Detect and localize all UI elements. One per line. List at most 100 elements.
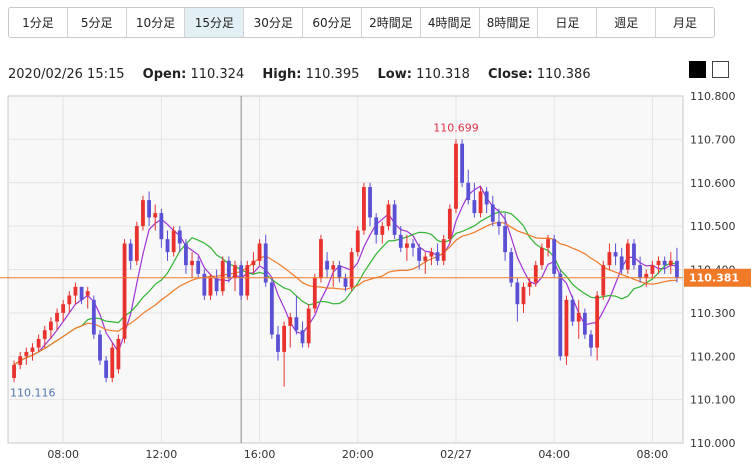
candle-body [417, 247, 422, 261]
candle-body [306, 308, 311, 344]
candle-body [337, 265, 342, 279]
candle-body [619, 256, 624, 270]
candle-body [552, 239, 557, 274]
candle-body [202, 273, 207, 296]
y-tick-label: 110.300 [690, 307, 736, 320]
candle-body [276, 334, 280, 352]
y-tick-label: 110.700 [690, 133, 736, 146]
min-price-label: 110.116 [10, 387, 56, 400]
candle-body [386, 204, 391, 227]
candle-body [662, 260, 667, 266]
candle-body [582, 312, 587, 335]
candle-body [24, 351, 29, 357]
timeframe-tab-11[interactable]: 月足 [655, 8, 714, 37]
candle-body [675, 260, 679, 279]
x-tick-label: 02/27 [440, 448, 472, 461]
candle-body [546, 239, 550, 248]
timeframe-tab-0[interactable]: 1分足 [9, 8, 67, 37]
candle-body [245, 265, 250, 296]
candle-body [343, 278, 348, 287]
candle-body [632, 243, 636, 266]
timeframe-tab-8[interactable]: 8時間足 [478, 8, 538, 37]
timeframe-tab-1[interactable]: 5分足 [66, 8, 126, 37]
candle-body [595, 295, 600, 348]
candle-body [521, 286, 526, 305]
timeframe-tab-5[interactable]: 60分足 [302, 8, 361, 37]
open-label: Open: [142, 67, 187, 82]
x-tick-label: 08:00 [637, 448, 669, 461]
x-tick-label: 12:00 [146, 448, 178, 461]
candle-body [147, 200, 151, 218]
x-tick-label: 04:00 [538, 448, 570, 461]
candle-body [294, 317, 299, 331]
light-theme-button[interactable] [712, 61, 729, 78]
candle-body [441, 239, 446, 261]
candle-body [564, 299, 569, 357]
candle-body [404, 243, 409, 248]
candle-body [30, 347, 35, 352]
timeframe-tab-6[interactable]: 2時間足 [360, 8, 420, 37]
candle-body [607, 252, 612, 266]
candle-body [269, 282, 274, 335]
candle-body [134, 226, 139, 261]
candle-body [61, 304, 66, 313]
timeframe-tab-2[interactable]: 10分足 [125, 8, 185, 37]
candle-body [398, 234, 403, 248]
ohlc-datetime: 2020/02/26 15:15 [8, 67, 125, 82]
current-price-badge [684, 268, 751, 287]
candle-body [67, 295, 72, 305]
candle-body [650, 265, 655, 274]
low-value: 110.318 [416, 67, 470, 82]
candle-body [435, 252, 440, 261]
timeframe-tab-10[interactable]: 週足 [596, 8, 656, 37]
candle-body [503, 226, 507, 253]
candle-body [196, 260, 201, 274]
candle-body [466, 182, 471, 201]
candle-body [362, 187, 366, 231]
candle-body [110, 347, 115, 378]
candle-body [55, 312, 59, 322]
y-tick-label: 110.000 [690, 437, 736, 450]
candle-body [226, 260, 231, 279]
x-tick-label: 20:00 [342, 448, 374, 461]
timeframe-tab-4[interactable]: 30分足 [243, 8, 303, 37]
candle-body [589, 334, 593, 348]
candle-body [644, 273, 649, 279]
candle-body [429, 252, 434, 257]
x-tick-label: 16:00 [244, 448, 276, 461]
y-tick-label: 110.500 [690, 220, 736, 233]
candle-body [368, 187, 372, 218]
y-tick-label: 110.600 [690, 177, 736, 190]
candle-body [128, 243, 133, 261]
candle-body [257, 243, 262, 261]
timeframe-tab-9[interactable]: 日足 [537, 8, 597, 37]
candle-body [48, 321, 53, 331]
candle-body [312, 278, 317, 309]
close-value: 110.386 [536, 67, 591, 82]
candle-body [625, 243, 630, 270]
candle-body [355, 230, 360, 253]
dark-theme-button[interactable] [689, 61, 706, 78]
candle-body [104, 360, 109, 378]
candle-body [73, 286, 78, 296]
candle-body [208, 278, 213, 296]
candle-body [220, 260, 225, 292]
timeframe-tab-3[interactable]: 15分足 [184, 8, 244, 37]
timeframe-tab-7[interactable]: 4時間足 [419, 8, 479, 37]
candle-body [497, 221, 501, 227]
candle-body [472, 200, 477, 214]
candle-body [79, 286, 84, 300]
candle-body [527, 282, 532, 287]
x-tick-label: 08:00 [47, 448, 79, 461]
candle-body [331, 265, 336, 270]
current-price-label: 110.381 [689, 272, 739, 285]
candle-body [263, 243, 268, 283]
candle-body [165, 239, 170, 253]
candle-body [576, 312, 581, 322]
candle-body [374, 217, 379, 235]
candle-body [214, 278, 219, 292]
candle-body [184, 243, 188, 266]
candle-body [116, 338, 121, 370]
candle-body [656, 260, 661, 266]
